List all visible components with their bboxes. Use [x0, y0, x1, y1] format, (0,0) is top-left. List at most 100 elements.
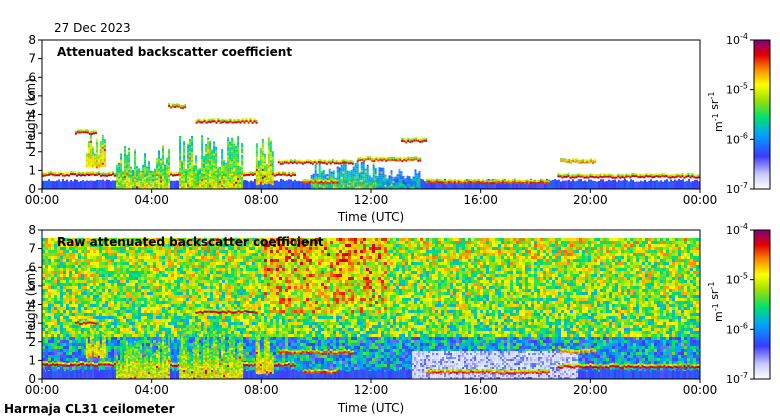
precipitation-cell [162, 145, 165, 148]
cloud-layer-edge [413, 137, 416, 140]
cloud-layer-core [517, 181, 520, 184]
cloud-layer-edge [413, 156, 416, 159]
precipitation-cell [227, 147, 230, 150]
noise-cell [102, 316, 105, 319]
cloud-layer-edge [505, 179, 508, 182]
noise-cell [162, 319, 165, 322]
noise-cell [87, 277, 90, 280]
noise-cell [99, 304, 102, 307]
cloud-layer-core [679, 176, 682, 179]
precipitation-cell [189, 138, 192, 141]
noise-cell [147, 289, 150, 292]
noise-cell [57, 250, 60, 253]
precipitation-cell [356, 178, 359, 181]
precipitation-cell [122, 182, 125, 185]
noise-cell [147, 250, 150, 253]
precipitation-cell [235, 165, 238, 168]
precipitation-cell [211, 163, 214, 166]
noise-cell [99, 307, 102, 310]
precipitation-cell [187, 168, 190, 171]
noise-cell [66, 346, 69, 349]
noise-cell [84, 349, 87, 352]
noise-cell [84, 346, 87, 349]
cloud-layer-core [98, 173, 100, 176]
cloud-layer-edge [108, 172, 110, 175]
precipitation-cell [231, 185, 234, 188]
precipitation-cell [166, 179, 169, 182]
noise-cell [123, 262, 126, 265]
noise-cell [57, 325, 60, 328]
cloud-layer-edge [347, 160, 350, 163]
cloud-layer-core [481, 180, 484, 183]
noise-cell [99, 262, 102, 265]
surface-band [482, 181, 484, 189]
noise-cell [126, 259, 129, 262]
precipitation-cell [233, 149, 236, 152]
precipitation-cell [205, 157, 208, 160]
precipitation-cell [128, 179, 131, 182]
noise-cell [81, 313, 84, 316]
precipitation-cell [257, 174, 260, 177]
precipitation-cell [344, 166, 347, 169]
noise-cell [87, 334, 90, 337]
noise-cell [132, 283, 135, 286]
precipitation-cell [209, 140, 212, 143]
cloud-layer-core [569, 176, 572, 179]
noise-cell [150, 268, 153, 271]
precipitation-cell [221, 161, 224, 164]
noise-cell [48, 346, 51, 349]
precipitation-cell [388, 177, 391, 180]
precipitation-cell [207, 179, 210, 182]
cloud-layer-edge [201, 119, 204, 122]
cloud-layer-edge [647, 173, 650, 176]
precipitation-cell [142, 178, 145, 181]
precipitation-cell [352, 170, 355, 173]
cloud-layer-core [499, 182, 502, 185]
precipitation-cell [360, 162, 363, 165]
noise-cell [159, 349, 162, 352]
cloud-layer-edge [565, 173, 568, 176]
precipitation-cell [398, 172, 401, 175]
noise-cell [162, 304, 165, 307]
noise-cell [138, 238, 141, 241]
noise-cell [87, 328, 90, 331]
surface-band [170, 180, 172, 189]
noise-cell [129, 334, 132, 337]
cloud-layer-core [96, 174, 98, 177]
cloud-layer-edge [72, 171, 74, 174]
noise-cell [51, 364, 54, 367]
precipitation-cell [372, 172, 375, 175]
cloud-layer-edge [627, 173, 630, 176]
noise-cell [66, 250, 69, 253]
noise-cell [81, 310, 84, 313]
surface-band [614, 179, 616, 189]
precipitation-cell [229, 155, 232, 158]
precipitation-cell [213, 177, 216, 180]
noise-cell [48, 316, 51, 319]
precipitation-cell [376, 185, 379, 188]
precipitation-cell [386, 180, 389, 183]
precipitation-cell [314, 186, 317, 189]
noise-cell [75, 349, 78, 352]
cloud-layer-core [86, 173, 88, 176]
precipitation-cell [142, 180, 145, 183]
noise-cell [69, 334, 72, 337]
precipitation-cell [166, 165, 169, 168]
cloud-layer-core [62, 174, 64, 177]
noise-cell [51, 316, 54, 319]
noise-cell [42, 256, 45, 259]
cloud-layer-core [80, 131, 83, 134]
cloud-layer-edge [367, 156, 370, 159]
noise-cell [87, 337, 90, 340]
precipitation-cell [124, 150, 127, 153]
precipitation-cell [201, 139, 204, 142]
precipitation-cell [193, 187, 196, 189]
precipitation-cell [263, 177, 266, 180]
precipitation-cell [195, 187, 198, 189]
noise-cell [156, 331, 159, 334]
noise-cell [78, 343, 81, 346]
precipitation-cell [136, 166, 139, 169]
precipitation-cell [103, 143, 106, 146]
noise-cell [162, 325, 165, 328]
noise-cell [123, 274, 126, 277]
